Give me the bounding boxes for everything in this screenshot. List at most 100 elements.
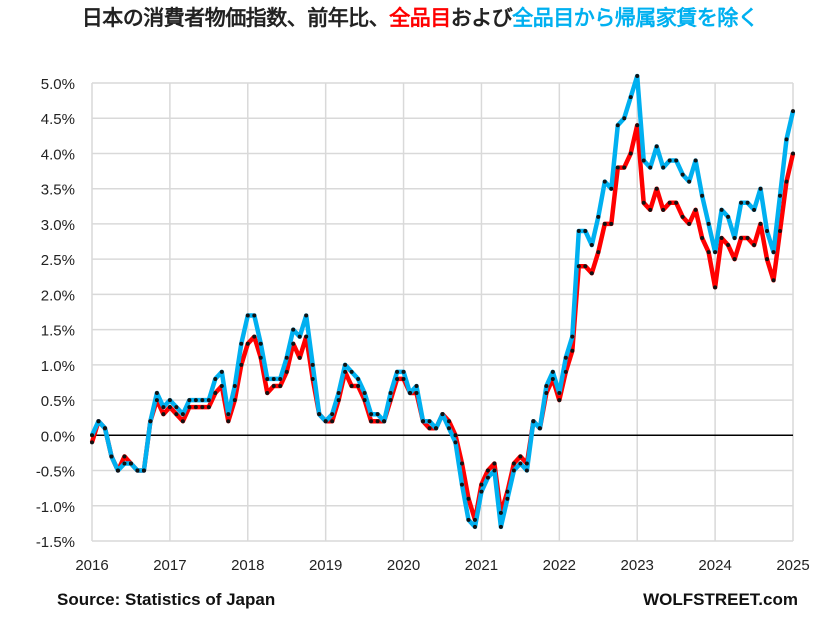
- y-tick-label: 4.0%: [41, 146, 75, 163]
- data-point: [459, 482, 464, 487]
- data-point: [200, 398, 205, 403]
- data-point: [135, 468, 140, 473]
- data-point: [382, 419, 387, 424]
- data-point: [245, 341, 250, 346]
- y-tick-label: 2.5%: [41, 252, 75, 269]
- data-point: [544, 391, 549, 396]
- data-point: [427, 426, 432, 431]
- data-point: [661, 165, 666, 170]
- data-point: [90, 433, 94, 438]
- data-point: [719, 207, 724, 212]
- chart-title: 日本の消費者物価指数、前年比、全品目および全品目から帰属家賃を除く: [0, 2, 840, 32]
- data-point: [304, 334, 309, 339]
- data-point: [245, 313, 250, 318]
- data-point: [271, 383, 276, 388]
- data-point: [583, 264, 588, 269]
- data-point: [641, 200, 646, 205]
- data-point: [395, 369, 400, 374]
- data-point: [576, 228, 581, 233]
- data-point: [128, 461, 133, 466]
- data-point: [446, 426, 451, 431]
- data-point: [615, 165, 620, 170]
- x-tick-label: 2024: [698, 557, 731, 574]
- data-point: [524, 468, 529, 473]
- data-point: [453, 440, 458, 445]
- data-point: [459, 461, 464, 466]
- data-point: [180, 412, 185, 417]
- data-point: [635, 123, 640, 128]
- data-point: [693, 207, 698, 212]
- data-point: [726, 243, 731, 248]
- data-point: [115, 468, 120, 473]
- data-point: [154, 398, 159, 403]
- data-point: [122, 461, 127, 466]
- data-point: [148, 419, 153, 424]
- data-point: [219, 383, 224, 388]
- data-point: [700, 236, 705, 241]
- data-point: [472, 524, 477, 529]
- data-point: [193, 405, 198, 410]
- y-tick-label: 2.0%: [41, 287, 75, 304]
- data-point: [674, 158, 679, 163]
- data-point: [206, 405, 211, 410]
- data-point: [687, 179, 692, 184]
- data-point: [518, 461, 523, 466]
- x-tick-label: 2022: [543, 557, 576, 574]
- data-point: [362, 398, 367, 403]
- data-point: [213, 376, 218, 381]
- data-point: [609, 186, 614, 191]
- data-point: [317, 412, 322, 417]
- data-point: [187, 405, 192, 410]
- data-point: [401, 369, 406, 374]
- data-point: [778, 193, 783, 198]
- data-point: [258, 341, 263, 346]
- data-point: [362, 391, 367, 396]
- data-point: [291, 327, 296, 332]
- x-tick-label: 2016: [75, 557, 108, 574]
- data-point: [758, 186, 763, 191]
- data-point: [193, 398, 198, 403]
- data-point: [466, 517, 471, 522]
- data-point: [518, 454, 523, 459]
- data-point: [369, 412, 374, 417]
- data-point: [297, 355, 302, 360]
- data-point: [784, 137, 789, 142]
- data-point: [96, 419, 101, 424]
- data-point: [161, 412, 166, 417]
- data-point: [511, 468, 516, 473]
- data-point: [304, 313, 309, 318]
- data-point: [570, 334, 575, 339]
- data-point: [291, 341, 296, 346]
- data-point: [622, 116, 627, 121]
- title-part: 全品目: [389, 6, 451, 30]
- data-point: [765, 257, 770, 262]
- data-point: [531, 419, 536, 424]
- data-point: [739, 200, 744, 205]
- title-part: および: [450, 6, 513, 30]
- data-point: [641, 158, 646, 163]
- data-point: [265, 391, 270, 396]
- data-point: [628, 95, 633, 100]
- data-point: [648, 207, 653, 212]
- data-point: [356, 376, 361, 381]
- data-point: [226, 412, 231, 417]
- data-point: [239, 362, 244, 367]
- data-point: [648, 165, 653, 170]
- x-tick-label: 2021: [465, 557, 498, 574]
- data-point: [602, 221, 607, 226]
- data-point: [252, 334, 257, 339]
- data-point: [90, 440, 94, 445]
- data-point: [609, 221, 614, 226]
- y-tick-label: 5.0%: [41, 76, 75, 93]
- data-point: [505, 496, 510, 501]
- data-point: [375, 419, 380, 424]
- data-point: [544, 383, 549, 388]
- data-point: [343, 369, 348, 374]
- data-point: [200, 405, 205, 410]
- data-point: [323, 419, 328, 424]
- data-point: [713, 250, 718, 255]
- data-point: [271, 376, 276, 381]
- data-point: [310, 362, 315, 367]
- data-point: [414, 383, 419, 388]
- data-point: [557, 398, 562, 403]
